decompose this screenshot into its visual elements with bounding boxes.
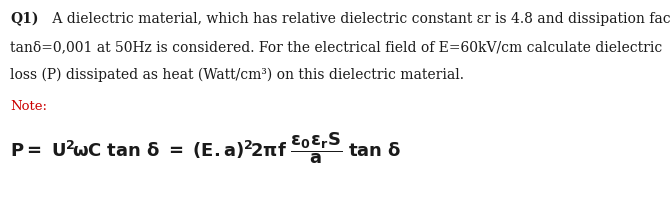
Text: $\mathbf{P = \ U^2\!\omega C\ tan\ \delta \ = \ (E.a)^2\! 2\pi f \ \dfrac{\varep: $\mathbf{P = \ U^2\!\omega C\ tan\ \delt… bbox=[10, 130, 401, 166]
Text: Note:: Note: bbox=[10, 100, 47, 113]
Text: loss (P) dissipated as heat (Watt/cm³) on this dielectric material.: loss (P) dissipated as heat (Watt/cm³) o… bbox=[10, 68, 464, 82]
Text: A dielectric material, which has relative dielectric constant εr is 4.8 and diss: A dielectric material, which has relativ… bbox=[48, 12, 670, 26]
Text: tanδ=0,001 at 50Hz is considered. For the electrical field of E=60kV/cm calculat: tanδ=0,001 at 50Hz is considered. For th… bbox=[10, 40, 663, 54]
Text: Q1): Q1) bbox=[10, 12, 39, 26]
